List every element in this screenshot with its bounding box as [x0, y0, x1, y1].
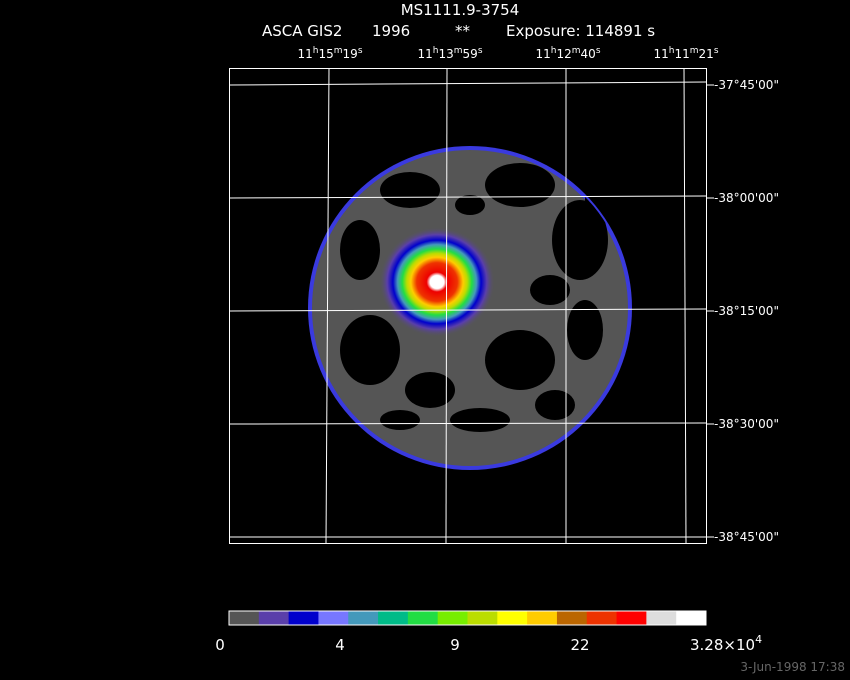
colorbar-segment [229, 611, 260, 625]
source [379, 227, 495, 337]
colorbar-segment [497, 611, 528, 625]
header: MS1111.9-3754 ASCA GIS2 1996 ** Exposure… [262, 1, 655, 40]
colorbar-segment [318, 611, 349, 625]
dec-labels: -37°45'00" -38°00'00" -38°15'00" -38°30'00"… [706, 78, 779, 544]
colorbar-segment [616, 611, 647, 625]
grid-line [228, 308, 707, 312]
colorbar: 0 4 9 22 3.28×104 [215, 610, 762, 654]
ra-label: 11h13m59s [417, 46, 482, 61]
colorbar-label: 0 [215, 636, 225, 654]
timestamp: 3-Jun-1998 17:38 [740, 660, 845, 674]
colorbar-segment [288, 611, 319, 625]
colorbar-segment [527, 611, 558, 625]
grid-line [325, 67, 330, 544]
coordinate-grid [228, 67, 707, 544]
flag: ** [455, 22, 471, 40]
frame [229, 68, 707, 544]
colorbar-segment [258, 611, 290, 625]
colorbar-segment [586, 611, 618, 625]
object-name: MS1111.9-3754 [401, 1, 520, 19]
colorbar-label: 22 [570, 636, 589, 654]
colorbar-max-label: 3.28×104 [690, 633, 762, 654]
ra-label: 11h11m21s [653, 46, 718, 61]
ra-label: 11h12m40s [535, 46, 600, 61]
grid-line [228, 195, 707, 199]
dec-label: -38°15'00" [714, 304, 779, 318]
dec-label: -38°30'00" [714, 417, 779, 431]
instrument: ASCA GIS2 [262, 22, 342, 40]
grid-line [445, 67, 448, 544]
colorbar-frame [228, 610, 707, 626]
dec-label: -38°00'00" [714, 191, 779, 205]
colorbar-segment [407, 611, 439, 625]
dec-label: -37°45'00" [714, 78, 779, 92]
colorbar-segment [437, 611, 468, 625]
grid-line [228, 81, 707, 86]
colorbar-segment [676, 611, 707, 625]
exposure: Exposure: 114891 s [506, 22, 655, 40]
grid-line [683, 67, 687, 544]
image [308, 146, 632, 470]
ra-label: 11h15m19s [297, 46, 362, 61]
year: 1996 [372, 22, 410, 40]
colorbar-label: 9 [450, 636, 460, 654]
colorbar-label: 4 [335, 636, 345, 654]
colorbar-segment [556, 611, 588, 625]
grid-line [228, 422, 707, 425]
colorbar-segment [467, 611, 498, 625]
colorbar-segment [348, 611, 379, 625]
colorbar-segment [378, 611, 409, 625]
colorbar-segment [646, 611, 677, 625]
ra-labels: 11h15m19s 11h13m59s 11h12m40s 11h11m21s [297, 46, 718, 61]
dec-label: -38°45'00" [714, 530, 779, 544]
